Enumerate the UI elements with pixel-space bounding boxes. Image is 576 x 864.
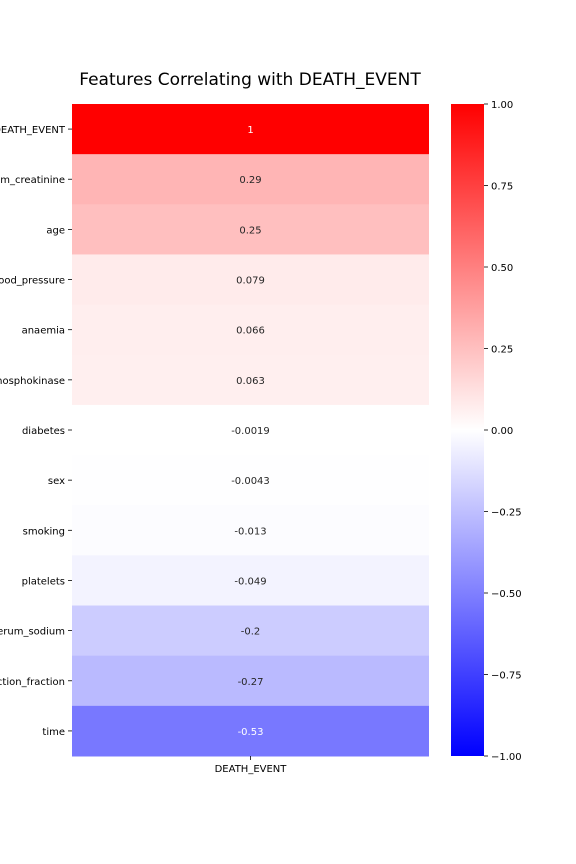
y-tick-label: age [46, 225, 65, 236]
colorbar-tick-label: −1.00 [491, 752, 522, 763]
heatmap-cell [72, 354, 429, 406]
colorbar-tick-label: 0.00 [491, 426, 513, 437]
heatmap-cell [72, 304, 429, 356]
heatmap-cell [72, 705, 429, 757]
colorbar: 1.00 0.75 0.50 0.25 0.00 −0.25 −0.50 −0.75 −1.00 [451, 100, 522, 763]
heatmap-cell [72, 154, 429, 205]
colorbar-gradient [451, 104, 484, 756]
heatmap-cell [72, 555, 429, 607]
heatmap-cell [72, 655, 429, 707]
colorbar-tick-label: −0.50 [491, 589, 522, 600]
cell-value-label: -0.0043 [231, 476, 270, 487]
chart-title: Features Correlating with DEATH_EVENT [79, 70, 421, 90]
colorbar-tick-label: 0.50 [491, 263, 513, 274]
colorbar-tick-label: 0.25 [491, 345, 513, 356]
heatmap-cell [72, 204, 429, 255]
heatmap-cell [72, 104, 429, 155]
cell-value-label: 1 [247, 125, 253, 136]
heatmap-cell [72, 505, 429, 556]
colorbar-tick-label: −0.75 [491, 671, 522, 682]
y-tick-label: creatinine_phosphokinase [0, 376, 65, 387]
heatmap-cell [72, 605, 429, 657]
x-tick-label: DEATH_EVENT [215, 764, 288, 775]
y-tick-label: high_blood_pressure [0, 276, 65, 287]
cell-value-label: -0.53 [238, 727, 264, 738]
y-tick-label: smoking [23, 526, 65, 537]
cell-value-label: 0.063 [236, 376, 265, 387]
colorbar-tick-label: 1.00 [491, 100, 513, 111]
colorbar-tick-label: −0.25 [491, 508, 522, 519]
cell-value-label: 0.25 [239, 225, 261, 236]
cell-value-label: -0.2 [241, 627, 261, 638]
x-axis: DEATH_EVENT [215, 756, 288, 775]
cell-value-label: -0.0019 [231, 426, 270, 437]
heatmap-cells: 1 0.29 0.25 0.079 0.066 0.063 -0.0019 -0.0043 -0… [72, 104, 429, 757]
cell-value-label: 0.079 [236, 276, 265, 287]
y-tick-label: time [42, 727, 65, 738]
cell-value-label: 0.066 [236, 326, 265, 337]
y-tick-label: ejection_fraction [0, 677, 65, 688]
y-tick-label: DEATH_EVENT [0, 125, 66, 136]
cell-value-label: -0.27 [238, 677, 264, 688]
colorbar-tick-label: 0.75 [491, 182, 513, 193]
y-tick-label: anaemia [22, 326, 65, 337]
heatmap-cell [72, 404, 429, 456]
cell-value-label: 0.29 [239, 175, 261, 186]
cell-value-label: -0.049 [234, 576, 266, 587]
cell-value-label: -0.013 [234, 526, 266, 537]
y-tick-label: sex [48, 476, 65, 487]
heatmap-cell [72, 254, 429, 306]
y-tick-label: diabetes [22, 426, 65, 437]
y-tick-label: platelets [22, 576, 65, 587]
heatmap-cell [72, 455, 429, 506]
